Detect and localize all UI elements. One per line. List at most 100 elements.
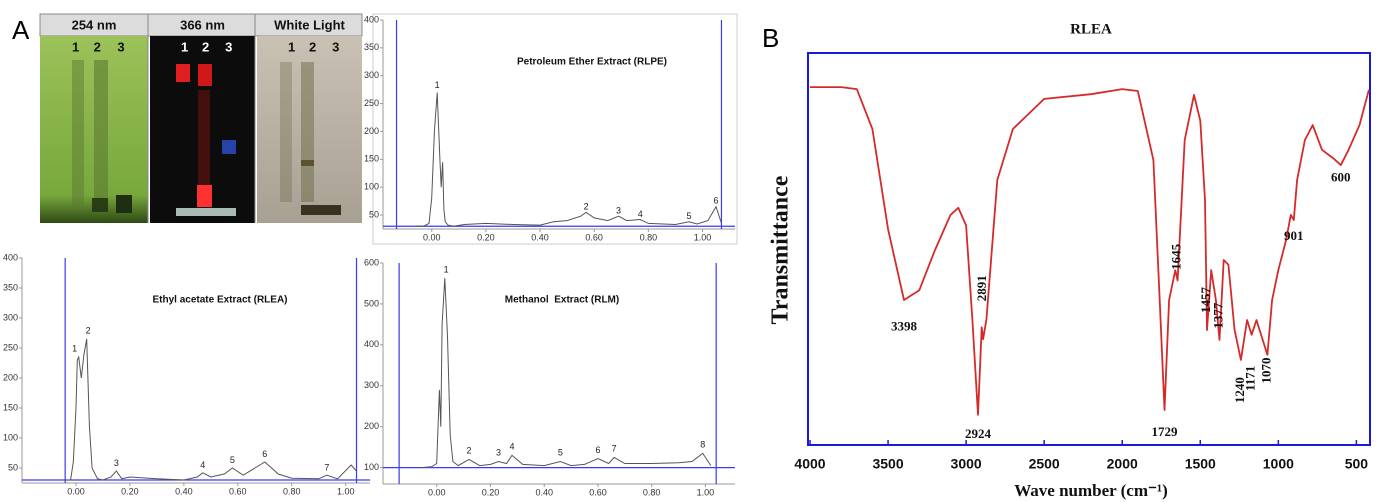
y-tick-label: 400 <box>3 252 18 262</box>
lane-number: 1 <box>288 39 295 54</box>
y-tick-label: 600 <box>364 257 379 267</box>
peak-label: 1457 <box>1198 286 1213 313</box>
y-tick-label: 350 <box>3 282 18 292</box>
lane-number: 3 <box>225 39 232 54</box>
y-tick-label: 500 <box>364 298 379 308</box>
x-tick-label: 0.60 <box>589 487 607 497</box>
peak-label: 2891 <box>974 275 989 301</box>
x-tick-label: 0.80 <box>643 487 661 497</box>
x-tick-label: 0.40 <box>535 487 553 497</box>
tlc-image <box>39 13 363 223</box>
peak-label: 3 <box>616 206 621 216</box>
y-tick-label: 400 <box>364 14 379 24</box>
x-tick-label: 4000 <box>794 456 825 472</box>
tlc-spot <box>197 185 212 207</box>
x-tick-label: 1500 <box>1185 456 1216 472</box>
panel-label: B <box>762 23 779 53</box>
tlc-spot <box>176 208 236 216</box>
x-tick-label: 0.20 <box>121 486 139 496</box>
y-tick-label: 250 <box>364 98 379 108</box>
tlc-spot <box>92 198 108 212</box>
tlc-spot <box>222 140 236 154</box>
tlc-spot <box>198 64 212 86</box>
y-tick-label: 300 <box>364 380 379 390</box>
x-tick-label: 0.40 <box>175 486 193 496</box>
y-tick-label: 300 <box>3 312 18 322</box>
peak-label: 3 <box>496 448 501 458</box>
peak-label: 600 <box>1331 169 1351 184</box>
tlc-header: 254 nm <box>72 17 117 32</box>
x-tick-label: 0.20 <box>477 232 495 242</box>
peak-label: 1171 <box>1243 366 1258 391</box>
tlc-lane <box>72 60 84 210</box>
panel-label: A <box>12 15 30 45</box>
peak-label: 3398 <box>891 318 918 333</box>
peak-label: 1377 <box>1210 302 1225 329</box>
plot-frame <box>807 52 1371 446</box>
x-tick-label: 0.40 <box>531 232 549 242</box>
x-tick-label: 0.00 <box>428 487 446 497</box>
lane-number: 2 <box>202 39 209 54</box>
peak-label: 2 <box>584 202 589 212</box>
peak-label: 2 <box>466 446 471 456</box>
plot-frame <box>372 13 738 245</box>
tlc-lane <box>94 60 108 210</box>
lane-number: 1 <box>181 39 188 54</box>
x-tick-label: 3500 <box>872 456 903 472</box>
y-tick-label: 50 <box>8 462 18 472</box>
x-tick-label: 1.00 <box>697 487 715 497</box>
peak-label: 2 <box>86 326 91 336</box>
x-tick-label: 1.00 <box>694 232 712 242</box>
peak-label: 8 <box>700 439 705 449</box>
x-tick-label: 2500 <box>1029 456 1060 472</box>
peak-label: 5 <box>558 448 563 458</box>
peak-label: 1 <box>435 80 440 90</box>
x-axis-label: Wave number (cm⁻¹) <box>1014 481 1168 500</box>
tlc-spot <box>116 195 132 213</box>
peak-label: 2924 <box>965 426 992 441</box>
peak-label: 6 <box>714 196 719 206</box>
x-tick-label: 0.60 <box>585 232 603 242</box>
chart-title: Methanol Extract (RLM) <box>505 295 619 306</box>
y-tick-label: 150 <box>364 154 379 164</box>
y-tick-label: 300 <box>364 70 379 80</box>
x-tick-label: 500 <box>1345 456 1369 472</box>
plot-area <box>0 252 372 502</box>
densitogram-line <box>420 278 712 469</box>
peak-label: 1 <box>444 265 449 275</box>
x-tick-label: 3000 <box>951 456 982 472</box>
tlc-lane <box>198 90 210 185</box>
y-tick-label: 100 <box>364 462 379 472</box>
chart-title: Ethyl acetate Extract (RLEA) <box>152 295 287 306</box>
peak-label: 4 <box>200 460 205 470</box>
x-tick-label: 1000 <box>1263 456 1294 472</box>
peak-label: 1 <box>72 344 77 354</box>
peak-label: 4 <box>638 209 643 219</box>
densitogram-line <box>65 338 357 481</box>
y-tick-label: 100 <box>3 432 18 442</box>
y-tick-label: 150 <box>3 402 18 412</box>
peak-label: 5 <box>686 211 691 221</box>
tlc-lane <box>301 62 314 202</box>
peak-label: 1240 <box>1232 377 1247 403</box>
peak-label: 5 <box>230 455 235 465</box>
lane-number: 1 <box>72 39 79 54</box>
y-tick-label: 200 <box>3 372 18 382</box>
peak-label: 4 <box>509 442 514 452</box>
y-tick-label: 250 <box>3 342 18 352</box>
y-tick-label: 350 <box>364 42 379 52</box>
peak-label: 901 <box>1284 228 1304 243</box>
y-tick-label: 400 <box>364 339 379 349</box>
chart-title: Petroleum Ether Extract (RLPE) <box>517 57 667 68</box>
lane-number: 3 <box>332 39 339 54</box>
tlc-header: White Light <box>274 17 345 32</box>
x-tick-label: 0.80 <box>283 486 301 496</box>
lane-number: 3 <box>117 39 124 54</box>
tlc-spot <box>176 64 190 82</box>
peak-label: 7 <box>324 462 329 472</box>
tlc-lane <box>280 62 292 202</box>
y-tick-label: 50 <box>369 209 379 219</box>
peak-label: 1729 <box>1152 424 1179 439</box>
y-tick-label: 200 <box>364 126 379 136</box>
